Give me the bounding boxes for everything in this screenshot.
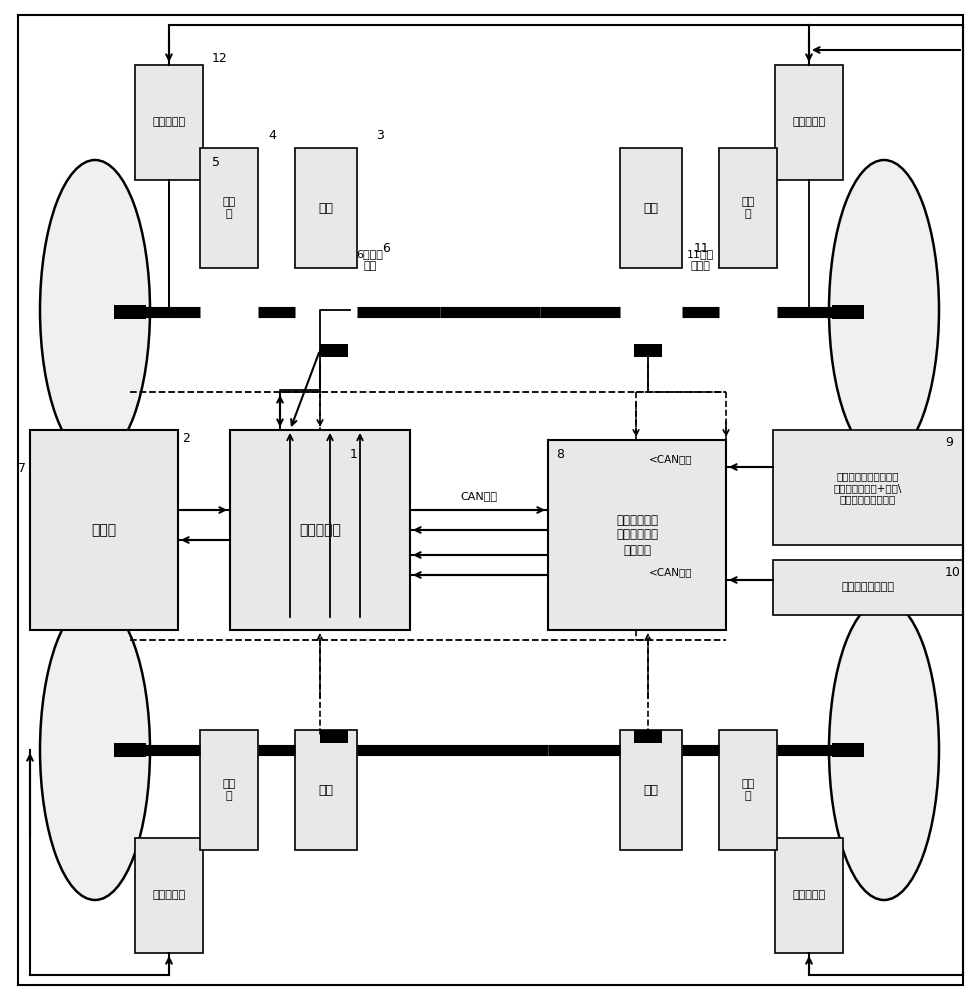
Ellipse shape [40, 600, 150, 900]
Text: 电机: 电机 [643, 784, 658, 796]
Bar [718, 730, 777, 850]
Bar [135, 838, 202, 953]
Text: 5: 5 [212, 156, 220, 169]
Bar [294, 148, 357, 268]
Text: 液压制动器: 液压制动器 [791, 890, 824, 900]
Bar [619, 730, 682, 850]
Ellipse shape [828, 600, 938, 900]
Text: 方向盘转角传感器: 方向盘转角传感器 [841, 582, 894, 592]
Text: 11: 11 [693, 241, 709, 254]
Bar [831, 305, 864, 319]
Text: 电机: 电机 [318, 784, 333, 796]
Text: 液压制动器: 液压制动器 [791, 117, 824, 127]
Text: 变速
器: 变速 器 [740, 779, 754, 801]
Bar [775, 65, 842, 180]
Text: 偏航率传感器模组（横
摇角速度传感器+纵向\
侧向加速度传感器）: 偏航率传感器模组（横 摇角速度传感器+纵向\ 侧向加速度传感器） [833, 471, 902, 505]
Ellipse shape [40, 160, 150, 460]
Text: <CAN信号: <CAN信号 [648, 454, 691, 464]
Text: 6: 6 [381, 241, 389, 254]
Text: 变速
器: 变速 器 [222, 197, 236, 219]
Text: 9: 9 [944, 436, 952, 448]
Bar [634, 730, 661, 743]
Bar [200, 148, 258, 268]
Bar [775, 838, 842, 953]
Text: 电机: 电机 [318, 202, 333, 215]
Bar [294, 730, 357, 850]
Text: CAN信号: CAN信号 [460, 491, 497, 501]
Bar [320, 344, 347, 357]
Bar [230, 430, 410, 630]
Text: 3: 3 [376, 129, 383, 142]
Text: 12: 12 [212, 52, 228, 65]
Text: 集成液压调节
单元的主动安
全控制器: 集成液压调节 单元的主动安 全控制器 [615, 514, 657, 556]
Bar [30, 430, 178, 630]
Bar [320, 730, 347, 743]
Bar [718, 148, 777, 268]
Text: 变速
器: 变速 器 [740, 197, 754, 219]
Bar [634, 344, 661, 357]
Text: 液压制动器: 液压制动器 [153, 117, 186, 127]
Text: <CAN信号: <CAN信号 [648, 567, 691, 577]
Text: 液压制动器: 液压制动器 [153, 890, 186, 900]
Bar [619, 148, 682, 268]
Bar [831, 743, 864, 757]
Text: 10: 10 [944, 566, 959, 578]
Ellipse shape [828, 160, 938, 460]
Text: 2: 2 [182, 432, 190, 444]
Bar [773, 560, 962, 615]
Text: 1: 1 [350, 448, 358, 462]
Bar [548, 440, 726, 630]
Text: 7: 7 [18, 462, 26, 475]
Text: 8: 8 [556, 448, 563, 462]
Text: 电机: 电机 [643, 202, 658, 215]
Text: 电池包: 电池包 [91, 523, 116, 537]
Bar [113, 743, 146, 757]
Text: 电机控制器: 电机控制器 [298, 523, 340, 537]
Bar [113, 305, 146, 319]
Bar [773, 430, 962, 545]
Text: 11轮速
传感器: 11轮速 传感器 [686, 249, 713, 271]
Text: 变速
器: 变速 器 [222, 779, 236, 801]
Bar [200, 730, 258, 850]
Text: 4: 4 [268, 129, 276, 142]
Text: 6旋变传
感器: 6旋变传 感器 [356, 249, 383, 271]
Bar [135, 65, 202, 180]
